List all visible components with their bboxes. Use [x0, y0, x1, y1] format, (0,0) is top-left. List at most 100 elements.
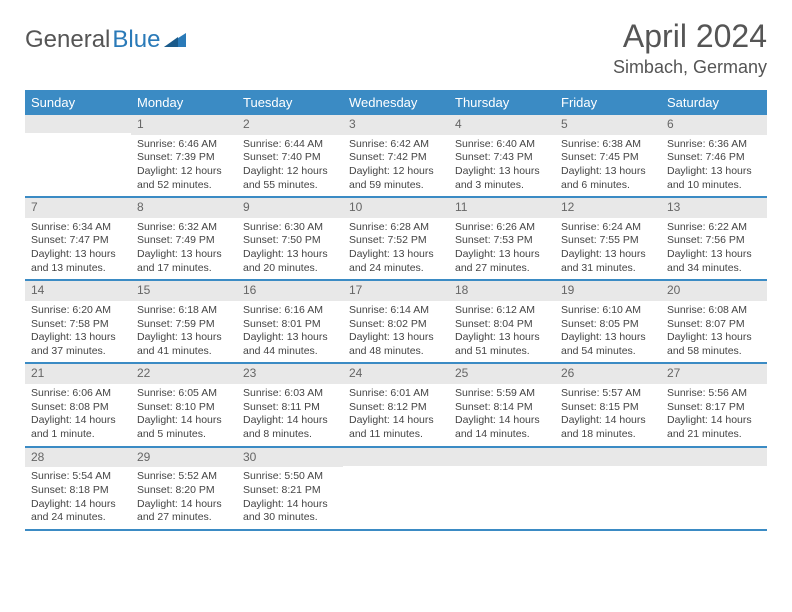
- sunrise: Sunrise: 6:44 AM: [243, 138, 337, 152]
- day-cell: 10Sunrise: 6:28 AMSunset: 7:52 PMDayligh…: [343, 198, 449, 279]
- day-body: Sunrise: 6:12 AMSunset: 8:04 PMDaylight:…: [449, 301, 555, 363]
- day-header-row: Sunday Monday Tuesday Wednesday Thursday…: [25, 90, 767, 115]
- day-cell: 15Sunrise: 6:18 AMSunset: 7:59 PMDayligh…: [131, 281, 237, 362]
- day-number: 28: [25, 448, 131, 468]
- day-number: 29: [131, 448, 237, 468]
- sunset: Sunset: 8:07 PM: [667, 318, 761, 332]
- day-number: 3: [343, 115, 449, 135]
- day-cell: 28Sunrise: 5:54 AMSunset: 8:18 PMDayligh…: [25, 448, 131, 529]
- day-number: 14: [25, 281, 131, 301]
- day-number: 10: [343, 198, 449, 218]
- day-cell: 23Sunrise: 6:03 AMSunset: 8:11 PMDayligh…: [237, 364, 343, 445]
- day-number: [555, 448, 661, 466]
- daylight: Daylight: 12 hours and 55 minutes.: [243, 165, 337, 192]
- daylight: Daylight: 14 hours and 27 minutes.: [137, 498, 231, 525]
- day-cell: [25, 115, 131, 196]
- day-body: [555, 466, 661, 522]
- day-cell: [661, 448, 767, 529]
- daylight: Daylight: 12 hours and 52 minutes.: [137, 165, 231, 192]
- sunrise: Sunrise: 5:57 AM: [561, 387, 655, 401]
- day-body: Sunrise: 6:08 AMSunset: 8:07 PMDaylight:…: [661, 301, 767, 363]
- day-cell: 11Sunrise: 6:26 AMSunset: 7:53 PMDayligh…: [449, 198, 555, 279]
- daylight: Daylight: 13 hours and 34 minutes.: [667, 248, 761, 275]
- day-cell: 14Sunrise: 6:20 AMSunset: 7:58 PMDayligh…: [25, 281, 131, 362]
- day-number: 4: [449, 115, 555, 135]
- sunset: Sunset: 8:08 PM: [31, 401, 125, 415]
- dayname: Thursday: [449, 90, 555, 115]
- day-body: [343, 466, 449, 522]
- day-body: Sunrise: 6:36 AMSunset: 7:46 PMDaylight:…: [661, 135, 767, 197]
- daylight: Daylight: 14 hours and 11 minutes.: [349, 414, 443, 441]
- sunset: Sunset: 8:17 PM: [667, 401, 761, 415]
- day-body: Sunrise: 5:59 AMSunset: 8:14 PMDaylight:…: [449, 384, 555, 446]
- day-cell: 4Sunrise: 6:40 AMSunset: 7:43 PMDaylight…: [449, 115, 555, 196]
- daylight: Daylight: 14 hours and 30 minutes.: [243, 498, 337, 525]
- day-body: Sunrise: 6:40 AMSunset: 7:43 PMDaylight:…: [449, 135, 555, 197]
- day-number: 24: [343, 364, 449, 384]
- day-body: Sunrise: 5:52 AMSunset: 8:20 PMDaylight:…: [131, 467, 237, 529]
- sunrise: Sunrise: 6:36 AM: [667, 138, 761, 152]
- day-number: [343, 448, 449, 466]
- logo: GeneralBlue: [25, 26, 186, 54]
- day-number: 2: [237, 115, 343, 135]
- day-number: 8: [131, 198, 237, 218]
- day-number: [661, 448, 767, 466]
- sunrise: Sunrise: 6:14 AM: [349, 304, 443, 318]
- day-cell: 21Sunrise: 6:06 AMSunset: 8:08 PMDayligh…: [25, 364, 131, 445]
- daylight: Daylight: 13 hours and 10 minutes.: [667, 165, 761, 192]
- daylight: Daylight: 13 hours and 41 minutes.: [137, 331, 231, 358]
- sunrise: Sunrise: 5:56 AM: [667, 387, 761, 401]
- day-cell: 17Sunrise: 6:14 AMSunset: 8:02 PMDayligh…: [343, 281, 449, 362]
- daylight: Daylight: 13 hours and 31 minutes.: [561, 248, 655, 275]
- sunrise: Sunrise: 6:01 AM: [349, 387, 443, 401]
- day-number: [25, 115, 131, 133]
- day-body: Sunrise: 5:54 AMSunset: 8:18 PMDaylight:…: [25, 467, 131, 529]
- sunset: Sunset: 8:10 PM: [137, 401, 231, 415]
- sunrise: Sunrise: 6:42 AM: [349, 138, 443, 152]
- day-body: Sunrise: 6:03 AMSunset: 8:11 PMDaylight:…: [237, 384, 343, 446]
- day-number: 7: [25, 198, 131, 218]
- sunrise: Sunrise: 5:50 AM: [243, 470, 337, 484]
- day-number: [449, 448, 555, 466]
- day-number: 16: [237, 281, 343, 301]
- day-number: 19: [555, 281, 661, 301]
- day-body: Sunrise: 6:38 AMSunset: 7:45 PMDaylight:…: [555, 135, 661, 197]
- sunset: Sunset: 7:42 PM: [349, 151, 443, 165]
- day-cell: 16Sunrise: 6:16 AMSunset: 8:01 PMDayligh…: [237, 281, 343, 362]
- sunrise: Sunrise: 6:20 AM: [31, 304, 125, 318]
- month-title: April 2024: [613, 18, 767, 55]
- day-body: Sunrise: 6:16 AMSunset: 8:01 PMDaylight:…: [237, 301, 343, 363]
- daylight: Daylight: 14 hours and 24 minutes.: [31, 498, 125, 525]
- day-cell: 12Sunrise: 6:24 AMSunset: 7:55 PMDayligh…: [555, 198, 661, 279]
- daylight: Daylight: 13 hours and 27 minutes.: [455, 248, 549, 275]
- sunset: Sunset: 7:39 PM: [137, 151, 231, 165]
- day-cell: 19Sunrise: 6:10 AMSunset: 8:05 PMDayligh…: [555, 281, 661, 362]
- day-body: Sunrise: 6:01 AMSunset: 8:12 PMDaylight:…: [343, 384, 449, 446]
- day-number: 30: [237, 448, 343, 468]
- sunrise: Sunrise: 6:06 AM: [31, 387, 125, 401]
- daylight: Daylight: 14 hours and 21 minutes.: [667, 414, 761, 441]
- sunrise: Sunrise: 6:22 AM: [667, 221, 761, 235]
- day-cell: 26Sunrise: 5:57 AMSunset: 8:15 PMDayligh…: [555, 364, 661, 445]
- sunset: Sunset: 8:14 PM: [455, 401, 549, 415]
- triangle-icon: [164, 26, 186, 54]
- daylight: Daylight: 13 hours and 44 minutes.: [243, 331, 337, 358]
- sunset: Sunset: 8:11 PM: [243, 401, 337, 415]
- sunrise: Sunrise: 6:30 AM: [243, 221, 337, 235]
- day-cell: 2Sunrise: 6:44 AMSunset: 7:40 PMDaylight…: [237, 115, 343, 196]
- daylight: Daylight: 13 hours and 48 minutes.: [349, 331, 443, 358]
- sunrise: Sunrise: 6:46 AM: [137, 138, 231, 152]
- day-number: 11: [449, 198, 555, 218]
- sunrise: Sunrise: 6:28 AM: [349, 221, 443, 235]
- sunset: Sunset: 7:47 PM: [31, 234, 125, 248]
- day-body: Sunrise: 6:30 AMSunset: 7:50 PMDaylight:…: [237, 218, 343, 280]
- day-cell: [449, 448, 555, 529]
- sunrise: Sunrise: 6:38 AM: [561, 138, 655, 152]
- sunrise: Sunrise: 5:54 AM: [31, 470, 125, 484]
- location: Simbach, Germany: [613, 57, 767, 78]
- day-cell: 24Sunrise: 6:01 AMSunset: 8:12 PMDayligh…: [343, 364, 449, 445]
- daylight: Daylight: 13 hours and 24 minutes.: [349, 248, 443, 275]
- sunrise: Sunrise: 6:26 AM: [455, 221, 549, 235]
- sunset: Sunset: 7:46 PM: [667, 151, 761, 165]
- day-cell: 9Sunrise: 6:30 AMSunset: 7:50 PMDaylight…: [237, 198, 343, 279]
